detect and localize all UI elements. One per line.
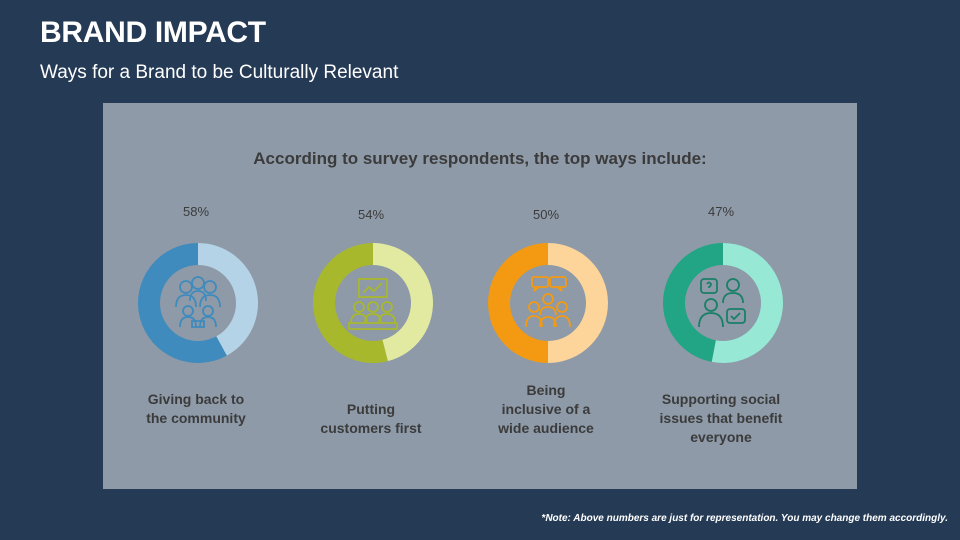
item-label: Supporting social issues that benefit ev… — [631, 390, 811, 447]
label-line: customers first — [320, 420, 422, 436]
label-line: issues that benefit — [659, 410, 783, 426]
stat-item-customers: 54% Putting customers first — [281, 103, 461, 489]
social-issues-icon — [698, 278, 746, 328]
donut-segment-value — [138, 243, 227, 363]
donut-segment-value — [488, 243, 548, 363]
donut-segment-value — [662, 243, 723, 362]
label-line: everyone — [690, 429, 752, 445]
donut-segment-value — [313, 243, 388, 363]
content-panel: According to survey respondents, the top… — [103, 103, 857, 489]
customer-presentation-icon — [348, 278, 398, 330]
slide-subtitle: Ways for a Brand to be Culturally Releva… — [40, 62, 399, 83]
label-line: Putting — [346, 401, 396, 417]
donut-chart — [138, 243, 258, 363]
donut-segment-remainder — [198, 243, 258, 356]
community-group-icon — [175, 276, 221, 328]
percent-label: 47% — [707, 204, 735, 219]
stat-item-inclusive: 50% Being inclusive of a wide audience — [456, 103, 636, 489]
label-line: inclusive of a — [501, 401, 591, 417]
donut-chart — [488, 243, 608, 363]
panel-heading: According to survey respondents, the top… — [253, 149, 707, 168]
percent-label: 54% — [357, 207, 385, 222]
stat-item-social-issues: 47% Supporting social issues that benefi… — [631, 103, 811, 489]
slide-title: BRAND IMPACT — [40, 16, 266, 49]
donut-segment-remainder — [711, 243, 783, 363]
label-line: the community — [146, 410, 246, 426]
label-line: wide audience — [498, 420, 594, 436]
label-line: Being — [526, 382, 566, 398]
label-line: Giving back to — [147, 391, 245, 407]
donut-segment-remainder — [373, 243, 434, 362]
percent-label: 58% — [182, 204, 210, 219]
stat-item-community: 58% Giving back to the community — [106, 103, 286, 489]
item-label: Being inclusive of a wide audience — [456, 381, 636, 438]
audience-speech-icon — [525, 276, 571, 328]
item-label: Giving back to the community — [106, 390, 286, 428]
donut-chart — [662, 243, 783, 363]
label-line: Supporting social — [661, 391, 781, 407]
donut-segment-remainder — [548, 243, 608, 363]
footnote: *Note: Above numbers are just for repres… — [541, 513, 948, 524]
percent-label: 50% — [532, 207, 560, 222]
item-label: Putting customers first — [281, 400, 461, 438]
donut-chart — [313, 243, 434, 363]
